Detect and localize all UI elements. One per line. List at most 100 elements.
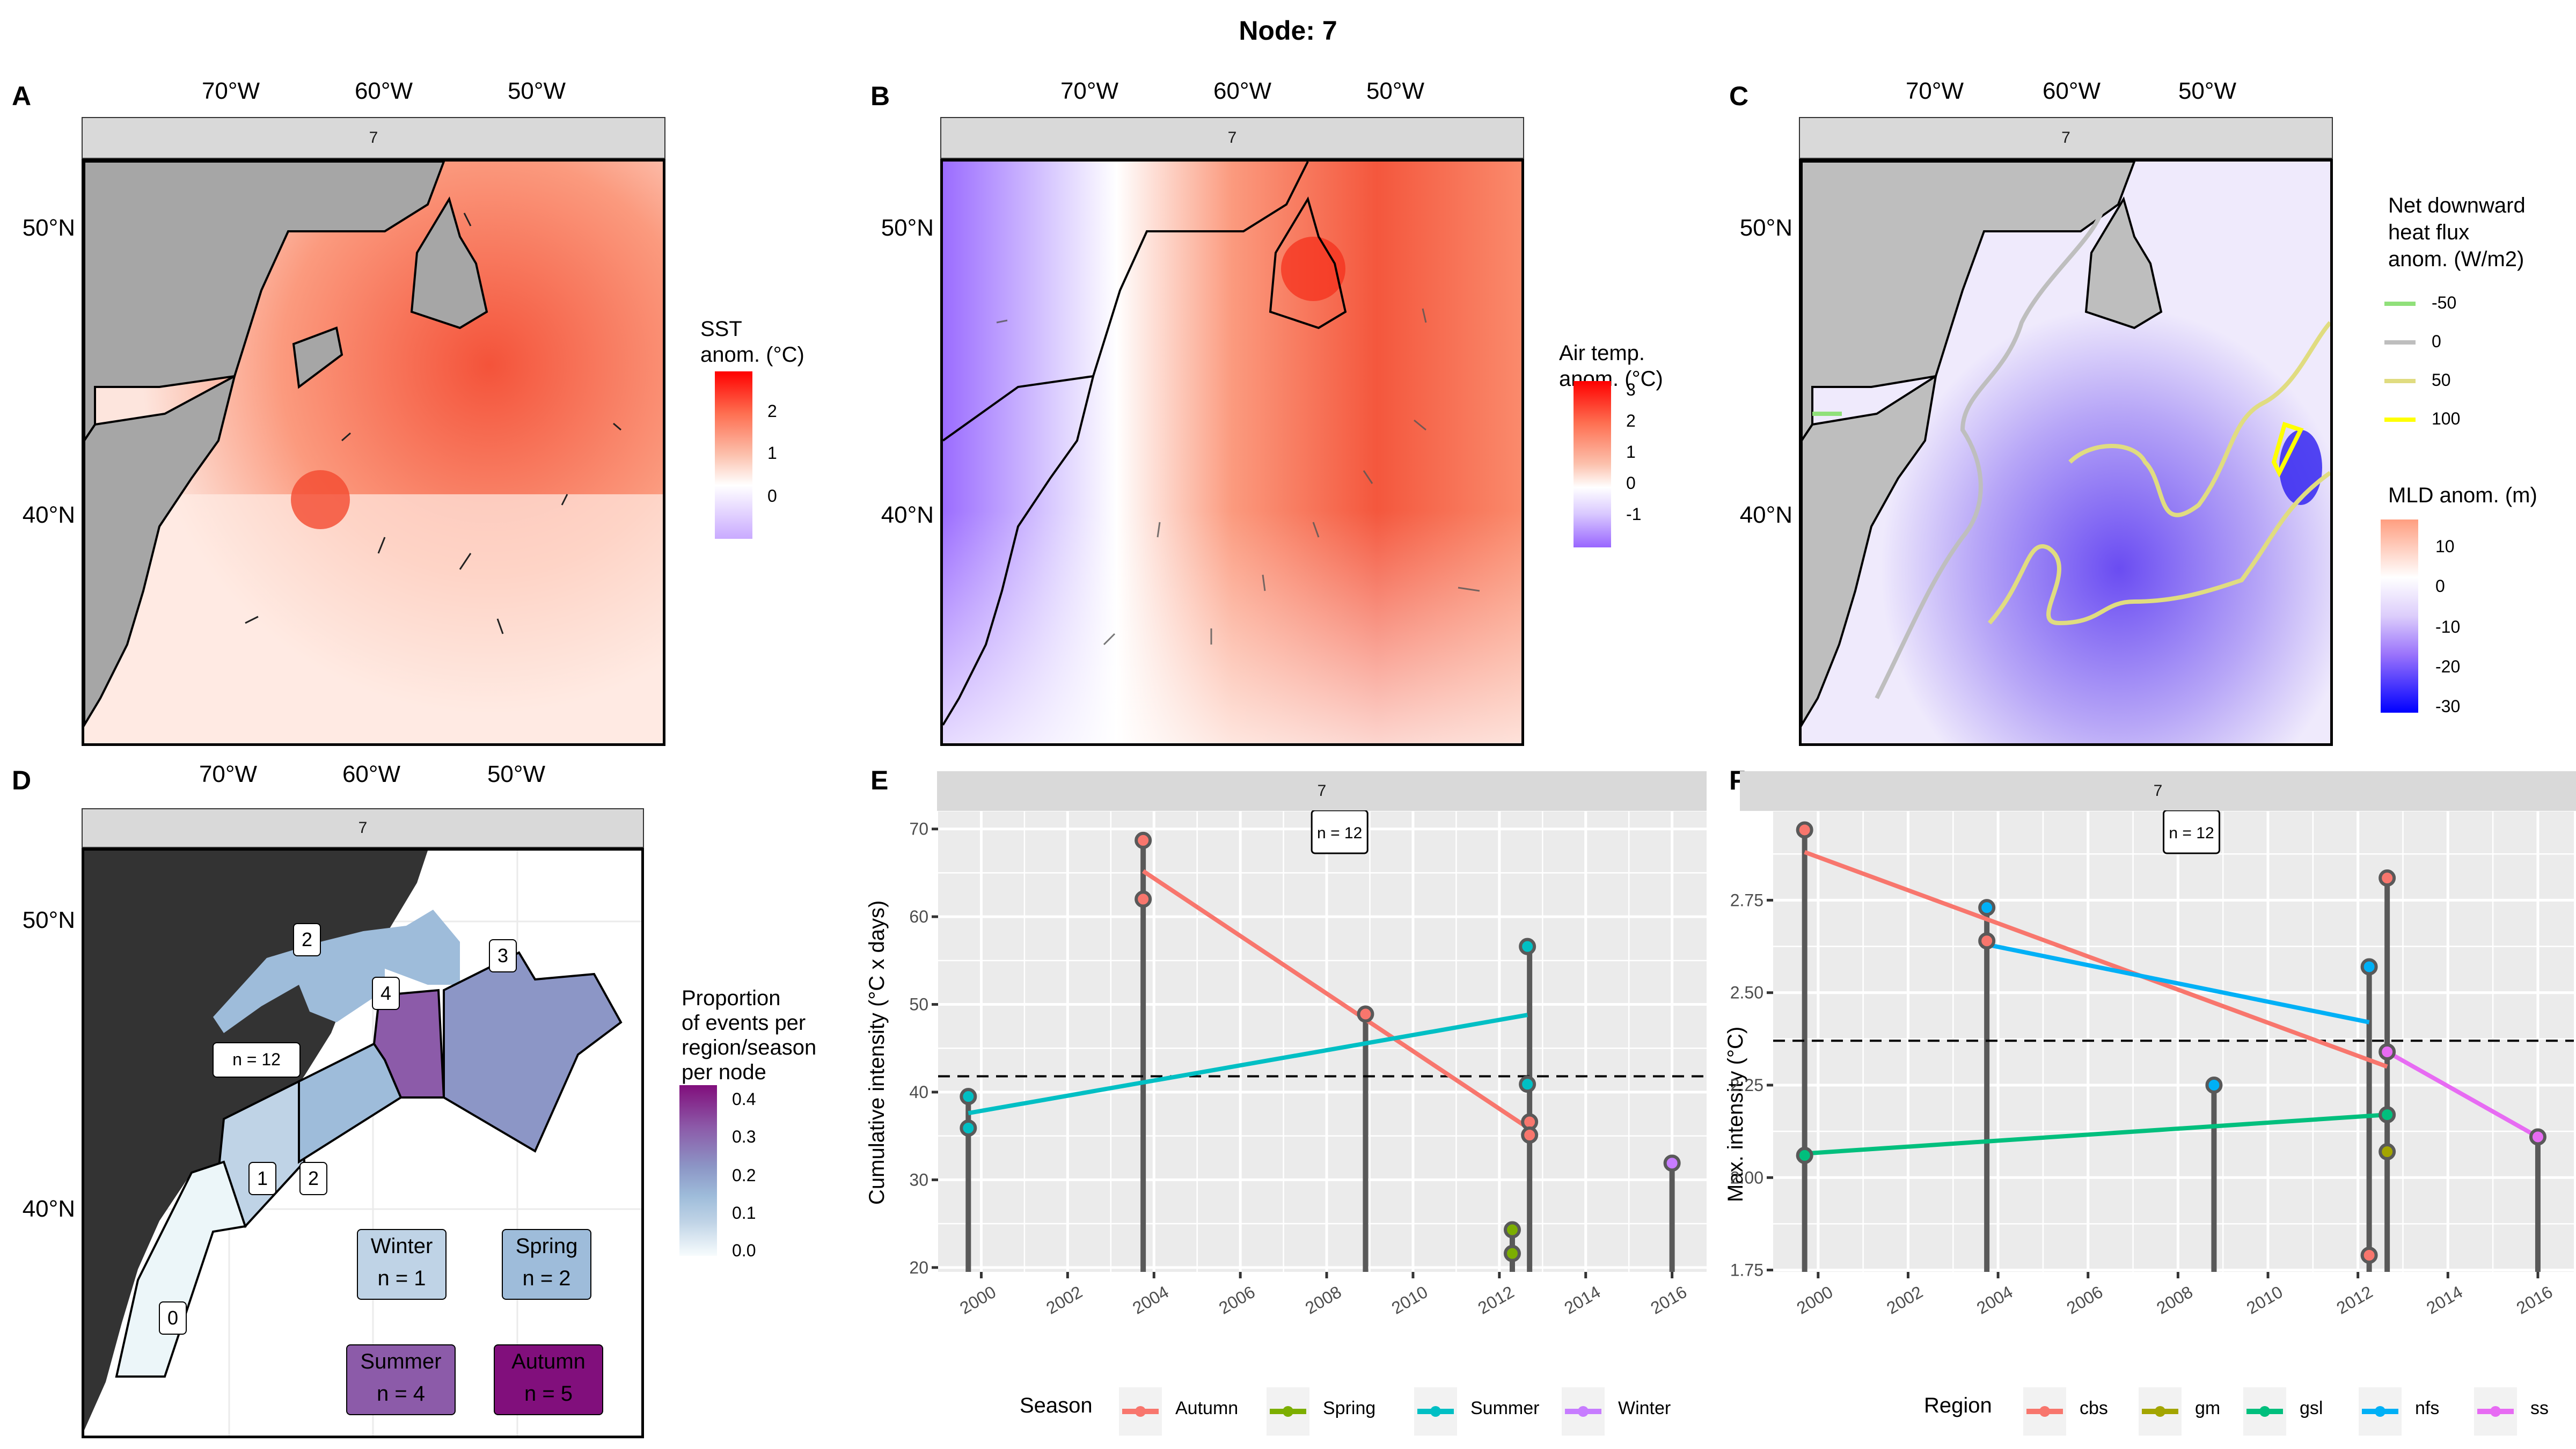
legend-key bbox=[2243, 1387, 2286, 1436]
plot-background bbox=[938, 811, 1707, 1272]
data-point-nfs bbox=[1978, 899, 1996, 917]
sst-south-field bbox=[84, 494, 663, 743]
flux-contour-100 bbox=[2271, 421, 2304, 478]
mld-colorbar bbox=[2381, 519, 2418, 713]
data-point-gm bbox=[2379, 1143, 2396, 1161]
lat-tick-40n: 40°N bbox=[22, 1196, 75, 1222]
legend-key bbox=[1267, 1387, 1309, 1436]
prop-tick-02: 0.2 bbox=[732, 1166, 756, 1185]
flux-legend-item: 50 bbox=[2384, 367, 2492, 399]
air-legend-tick-neg1: -1 bbox=[1626, 504, 1642, 524]
y-tick-label: 40 bbox=[909, 1082, 928, 1102]
data-point-nfs bbox=[2205, 1076, 2223, 1094]
region-proportion-map bbox=[82, 848, 644, 1438]
prop-legend-title-2: of events per bbox=[682, 1011, 806, 1035]
flux-legend-key bbox=[2384, 340, 2416, 345]
x-tick-label: 2010 bbox=[2243, 1282, 2286, 1318]
data-point-spring bbox=[1503, 1221, 1521, 1239]
flux-legend-item: -50 bbox=[2384, 290, 2492, 322]
land-newfoundland bbox=[410, 196, 488, 330]
data-point-gsl bbox=[1796, 1146, 1813, 1164]
n-annotation: n = 12 bbox=[1317, 824, 1362, 842]
season-name: Spring bbox=[515, 1234, 578, 1258]
legend-label: nfs bbox=[2415, 1398, 2440, 1418]
lon-tick-70w: 70°W bbox=[201, 78, 260, 104]
flux-contour-50 bbox=[1987, 321, 2330, 626]
flux-legend-key bbox=[2384, 418, 2416, 422]
x-tick-label: 2010 bbox=[1388, 1282, 1431, 1318]
flux-legend-item: 100 bbox=[2384, 406, 2492, 438]
x-tick-label: 2008 bbox=[1302, 1282, 1345, 1318]
sst-map-svg bbox=[84, 162, 663, 743]
season-count: n = 4 bbox=[376, 1382, 426, 1406]
lon-tick-60w: 60°W bbox=[354, 78, 413, 104]
air-legend-tick-2: 2 bbox=[1626, 411, 1636, 430]
y-tick-label: 70 bbox=[909, 819, 928, 839]
lat-tick-50n: 50°N bbox=[1739, 215, 1792, 241]
sst-legend-tick-1: 1 bbox=[767, 443, 777, 463]
sst-legend-tick-2: 2 bbox=[767, 401, 777, 421]
lon-tick-70w: 70°W bbox=[1905, 78, 1964, 104]
mld-legend-tick-neg20: -20 bbox=[2435, 657, 2461, 676]
data-point-winter bbox=[1663, 1154, 1681, 1172]
air-legend-tick-3: 3 bbox=[1626, 380, 1636, 399]
season-box-winter: Winter n = 1 bbox=[357, 1229, 447, 1300]
flux-legend-label: -50 bbox=[2432, 293, 2457, 312]
air-temp-fade bbox=[943, 162, 1521, 743]
region-count-label: 1 bbox=[248, 1162, 276, 1195]
figure-title: Node: 7 bbox=[1239, 16, 1337, 46]
lat-tick-50n: 50°N bbox=[22, 215, 75, 241]
data-point-ss bbox=[2379, 1043, 2396, 1060]
x-tick-label: 2000 bbox=[1794, 1282, 1836, 1318]
flux-legend-title-3: anom. (W/m2) bbox=[2388, 247, 2524, 271]
x-tick-label: 2014 bbox=[2423, 1282, 2466, 1318]
sst-legend-title-2: anom. (°C) bbox=[700, 343, 804, 367]
lat-tick-50n: 50°N bbox=[881, 215, 934, 241]
legend-label: Summer bbox=[1470, 1398, 1540, 1418]
mld-legend-tick-0: 0 bbox=[2435, 576, 2445, 596]
region-count-label: 4 bbox=[372, 977, 400, 1010]
panel-label-b: B bbox=[870, 81, 890, 111]
newfoundland-outline bbox=[1269, 196, 1347, 330]
data-point-spring bbox=[1503, 1245, 1521, 1262]
x-tick-label: 2014 bbox=[1561, 1282, 1604, 1318]
mld-legend-tick-10: 10 bbox=[2435, 537, 2455, 556]
prop-legend-title-1: Proportion bbox=[682, 986, 781, 1010]
y-tick-label: 50 bbox=[909, 995, 928, 1014]
facet-strip-d: 7 bbox=[82, 808, 644, 848]
legend-key bbox=[2023, 1387, 2066, 1436]
lon-tick-50w: 50°W bbox=[487, 761, 546, 787]
lon-tick-50w: 50°W bbox=[1366, 78, 1425, 104]
proportion-colorbar bbox=[679, 1085, 717, 1256]
legend-key bbox=[2359, 1387, 2402, 1436]
prop-tick-01: 0.1 bbox=[732, 1203, 756, 1223]
x-tick-label: 2004 bbox=[1973, 1282, 2016, 1318]
trend-line-summer bbox=[968, 1013, 1528, 1116]
panel-label-e: E bbox=[870, 765, 889, 795]
flux-legend-title-2: heat flux bbox=[2388, 221, 2470, 244]
data-point-cbs bbox=[2379, 869, 2396, 887]
data-point-summer bbox=[960, 1119, 977, 1137]
prop-legend-title-4: per node bbox=[682, 1060, 766, 1084]
data-point-nfs bbox=[2360, 958, 2378, 976]
trend-line-ss bbox=[2386, 1050, 2539, 1139]
data-point-cbs bbox=[1978, 932, 1996, 950]
legend-key bbox=[1414, 1387, 1457, 1436]
air-legend-tick-0: 0 bbox=[1626, 473, 1636, 493]
season-box-summer: Summer n = 4 bbox=[346, 1344, 456, 1415]
mld-map-svg bbox=[1802, 162, 2330, 743]
sst-legend-tick-0: 0 bbox=[767, 486, 777, 506]
legend-key bbox=[2139, 1387, 2182, 1436]
coastline bbox=[943, 162, 1309, 442]
data-point-autumn bbox=[1135, 831, 1152, 849]
lat-tick-40n: 40°N bbox=[881, 502, 934, 528]
data-point-summer bbox=[1519, 1075, 1536, 1093]
season-name: Summer bbox=[360, 1350, 442, 1373]
legend-key-dot bbox=[2490, 1406, 2501, 1417]
legend-key-dot bbox=[1135, 1406, 1146, 1417]
facet-strip-c: 7 bbox=[1799, 117, 2333, 159]
legend-label: Autumn bbox=[1175, 1398, 1239, 1418]
data-point-summer bbox=[1519, 938, 1536, 955]
flux-legend-key bbox=[2384, 302, 2416, 306]
legend-label: cbs bbox=[2080, 1398, 2108, 1418]
